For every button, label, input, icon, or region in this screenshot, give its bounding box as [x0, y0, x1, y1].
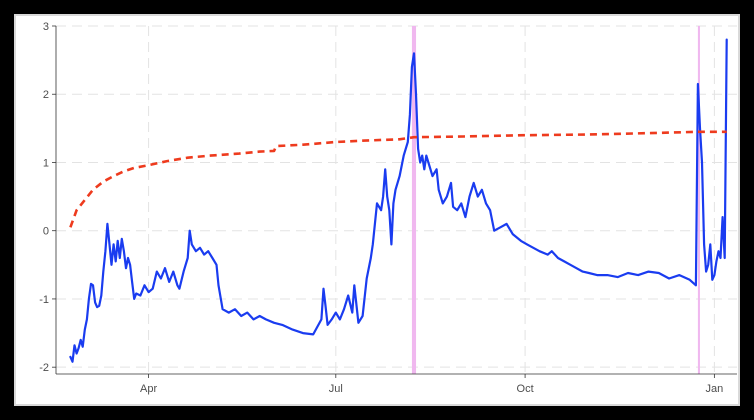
x-tick-label: Jan [705, 383, 723, 395]
y-tick-label: -2 [39, 362, 49, 374]
dashed-series-line [69, 130, 727, 228]
y-tick-label: -1 [39, 294, 49, 306]
plot-area [56, 26, 737, 374]
x-tick-label: Oct [517, 383, 534, 395]
x-tick-label: Apr [140, 383, 157, 395]
y-tick-label: 0 [43, 226, 49, 238]
y-tick-label: 2 [43, 89, 49, 101]
line-chart: -2 -1 0 1 2 3 Apr Jul Oct Jan [39, 21, 737, 395]
solid-series-line [69, 38, 728, 363]
highlight-band [411, 26, 417, 374]
chart-panel: -2 -1 0 1 2 3 Apr Jul Oct Jan [14, 14, 740, 406]
x-tick-label: Jul [329, 383, 343, 395]
y-tick-label: 3 [43, 21, 49, 33]
highlight-band [697, 26, 700, 374]
y-tick-label: 1 [43, 157, 49, 169]
